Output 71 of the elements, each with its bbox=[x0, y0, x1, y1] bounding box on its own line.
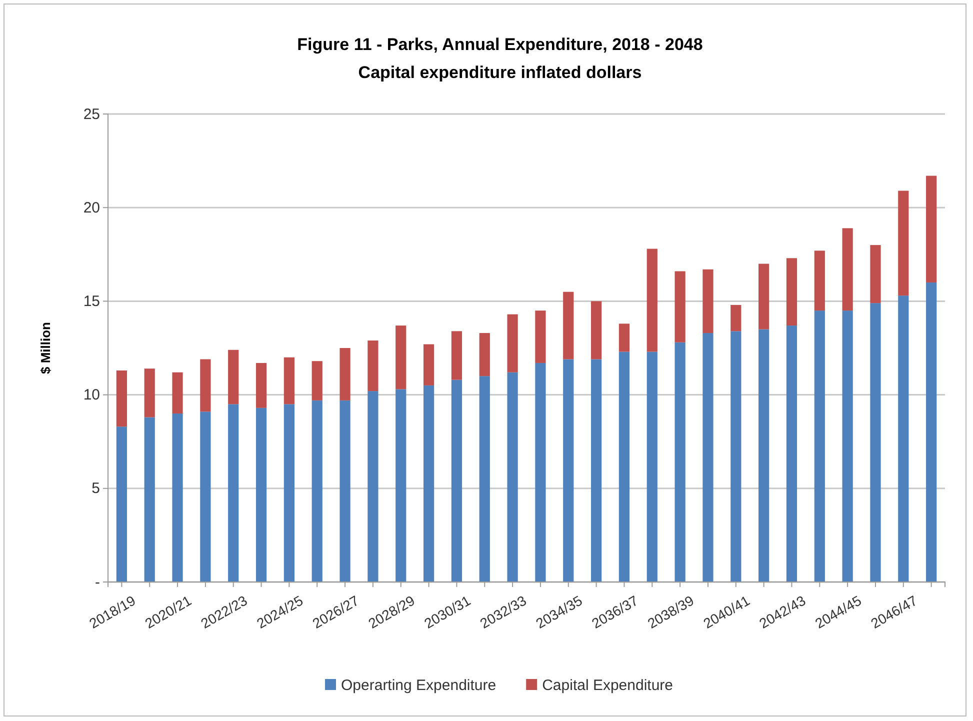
bar bbox=[926, 176, 937, 282]
bar bbox=[507, 314, 518, 372]
bar bbox=[535, 310, 546, 363]
bar bbox=[535, 362, 546, 582]
y-tick-label: 25 bbox=[83, 106, 100, 123]
bar bbox=[646, 248, 658, 352]
bar bbox=[451, 331, 462, 380]
bar bbox=[674, 271, 686, 342]
bar bbox=[702, 333, 714, 582]
legend-label: Operarting Expenditure bbox=[341, 677, 496, 694]
bar bbox=[618, 324, 630, 352]
bar bbox=[116, 370, 127, 427]
bar bbox=[312, 400, 322, 582]
bar bbox=[646, 352, 658, 582]
bar bbox=[451, 380, 462, 582]
bar bbox=[479, 376, 490, 582]
bar bbox=[396, 326, 406, 390]
bar bbox=[618, 352, 630, 582]
bar bbox=[172, 414, 183, 582]
bar bbox=[842, 228, 853, 311]
bar bbox=[758, 264, 770, 330]
bar bbox=[256, 362, 267, 408]
bar bbox=[284, 404, 294, 582]
bar bbox=[368, 391, 378, 582]
bar bbox=[730, 331, 742, 582]
bar bbox=[898, 190, 909, 296]
y-tick-label: 15 bbox=[83, 293, 100, 310]
bar bbox=[200, 412, 211, 582]
bar bbox=[898, 296, 909, 582]
bar bbox=[786, 326, 798, 582]
bar bbox=[563, 359, 574, 582]
bar bbox=[674, 342, 686, 582]
bar bbox=[144, 368, 155, 418]
bar bbox=[926, 282, 937, 582]
bar bbox=[228, 350, 239, 404]
bar bbox=[814, 310, 825, 582]
bar bbox=[200, 359, 211, 412]
bar bbox=[228, 404, 239, 582]
y-tick-label: 5 bbox=[92, 480, 100, 498]
bar bbox=[479, 333, 490, 376]
bar bbox=[284, 357, 294, 404]
bar bbox=[814, 250, 825, 311]
legend-label: Capital Expenditure bbox=[542, 677, 674, 694]
bar bbox=[340, 400, 350, 582]
bar bbox=[172, 372, 183, 414]
chart-subtitle: Capital expenditure inflated dollars bbox=[358, 63, 642, 82]
y-tick-label: 20 bbox=[83, 199, 100, 216]
bar bbox=[256, 408, 267, 582]
bar bbox=[870, 303, 881, 582]
bar bbox=[730, 304, 742, 332]
y-tick-label: - bbox=[95, 574, 100, 591]
bar bbox=[702, 269, 714, 334]
bar bbox=[870, 245, 881, 304]
bar bbox=[786, 258, 798, 326]
bar bbox=[423, 385, 434, 582]
bar bbox=[312, 361, 322, 400]
bar bbox=[423, 344, 434, 386]
bar bbox=[340, 348, 350, 400]
bar bbox=[396, 389, 406, 582]
bar bbox=[842, 310, 853, 582]
bar bbox=[563, 292, 574, 360]
bar bbox=[590, 359, 602, 582]
bar bbox=[144, 417, 155, 582]
bar bbox=[590, 301, 602, 360]
bar bbox=[758, 329, 770, 582]
chart-title: Figure 11 - Parks, Annual Expenditure, 2018 - 2048 bbox=[297, 35, 703, 54]
y-tick-label: 10 bbox=[83, 386, 100, 404]
y-axis-title: $ Million bbox=[38, 322, 53, 374]
bar bbox=[368, 340, 378, 392]
bar bbox=[507, 372, 518, 582]
bar bbox=[116, 426, 127, 582]
